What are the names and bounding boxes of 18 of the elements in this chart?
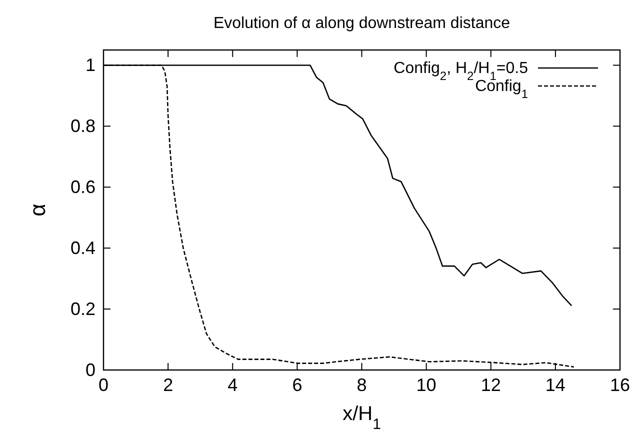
x-tick-label: 0: [98, 374, 109, 395]
y-axis-title: α: [25, 203, 50, 216]
x-tick-label: 2: [163, 374, 174, 395]
x-tick-label: 16: [610, 374, 630, 395]
x-axis-title: x/H$_{1}$: [342, 403, 381, 432]
y-tick-label: 0: [85, 360, 96, 380]
x-tick-label: 14: [545, 374, 566, 395]
x-tick-label: 12: [480, 374, 501, 395]
y-tick-label: 0.2: [70, 298, 96, 319]
x-tick-label: 10: [416, 374, 436, 395]
x-tick-label: 8: [356, 374, 367, 395]
y-tick-label: 0.4: [70, 238, 96, 258]
x-tick-label: 6: [292, 374, 302, 395]
chart-title: Evolution of α along downstream distance: [213, 15, 510, 32]
x-tick-label: 4: [228, 374, 238, 395]
y-tick-label: 0.6: [70, 176, 96, 197]
y-tick-label: 0.8: [70, 116, 96, 136]
y-tick-label: 1: [85, 55, 96, 75]
